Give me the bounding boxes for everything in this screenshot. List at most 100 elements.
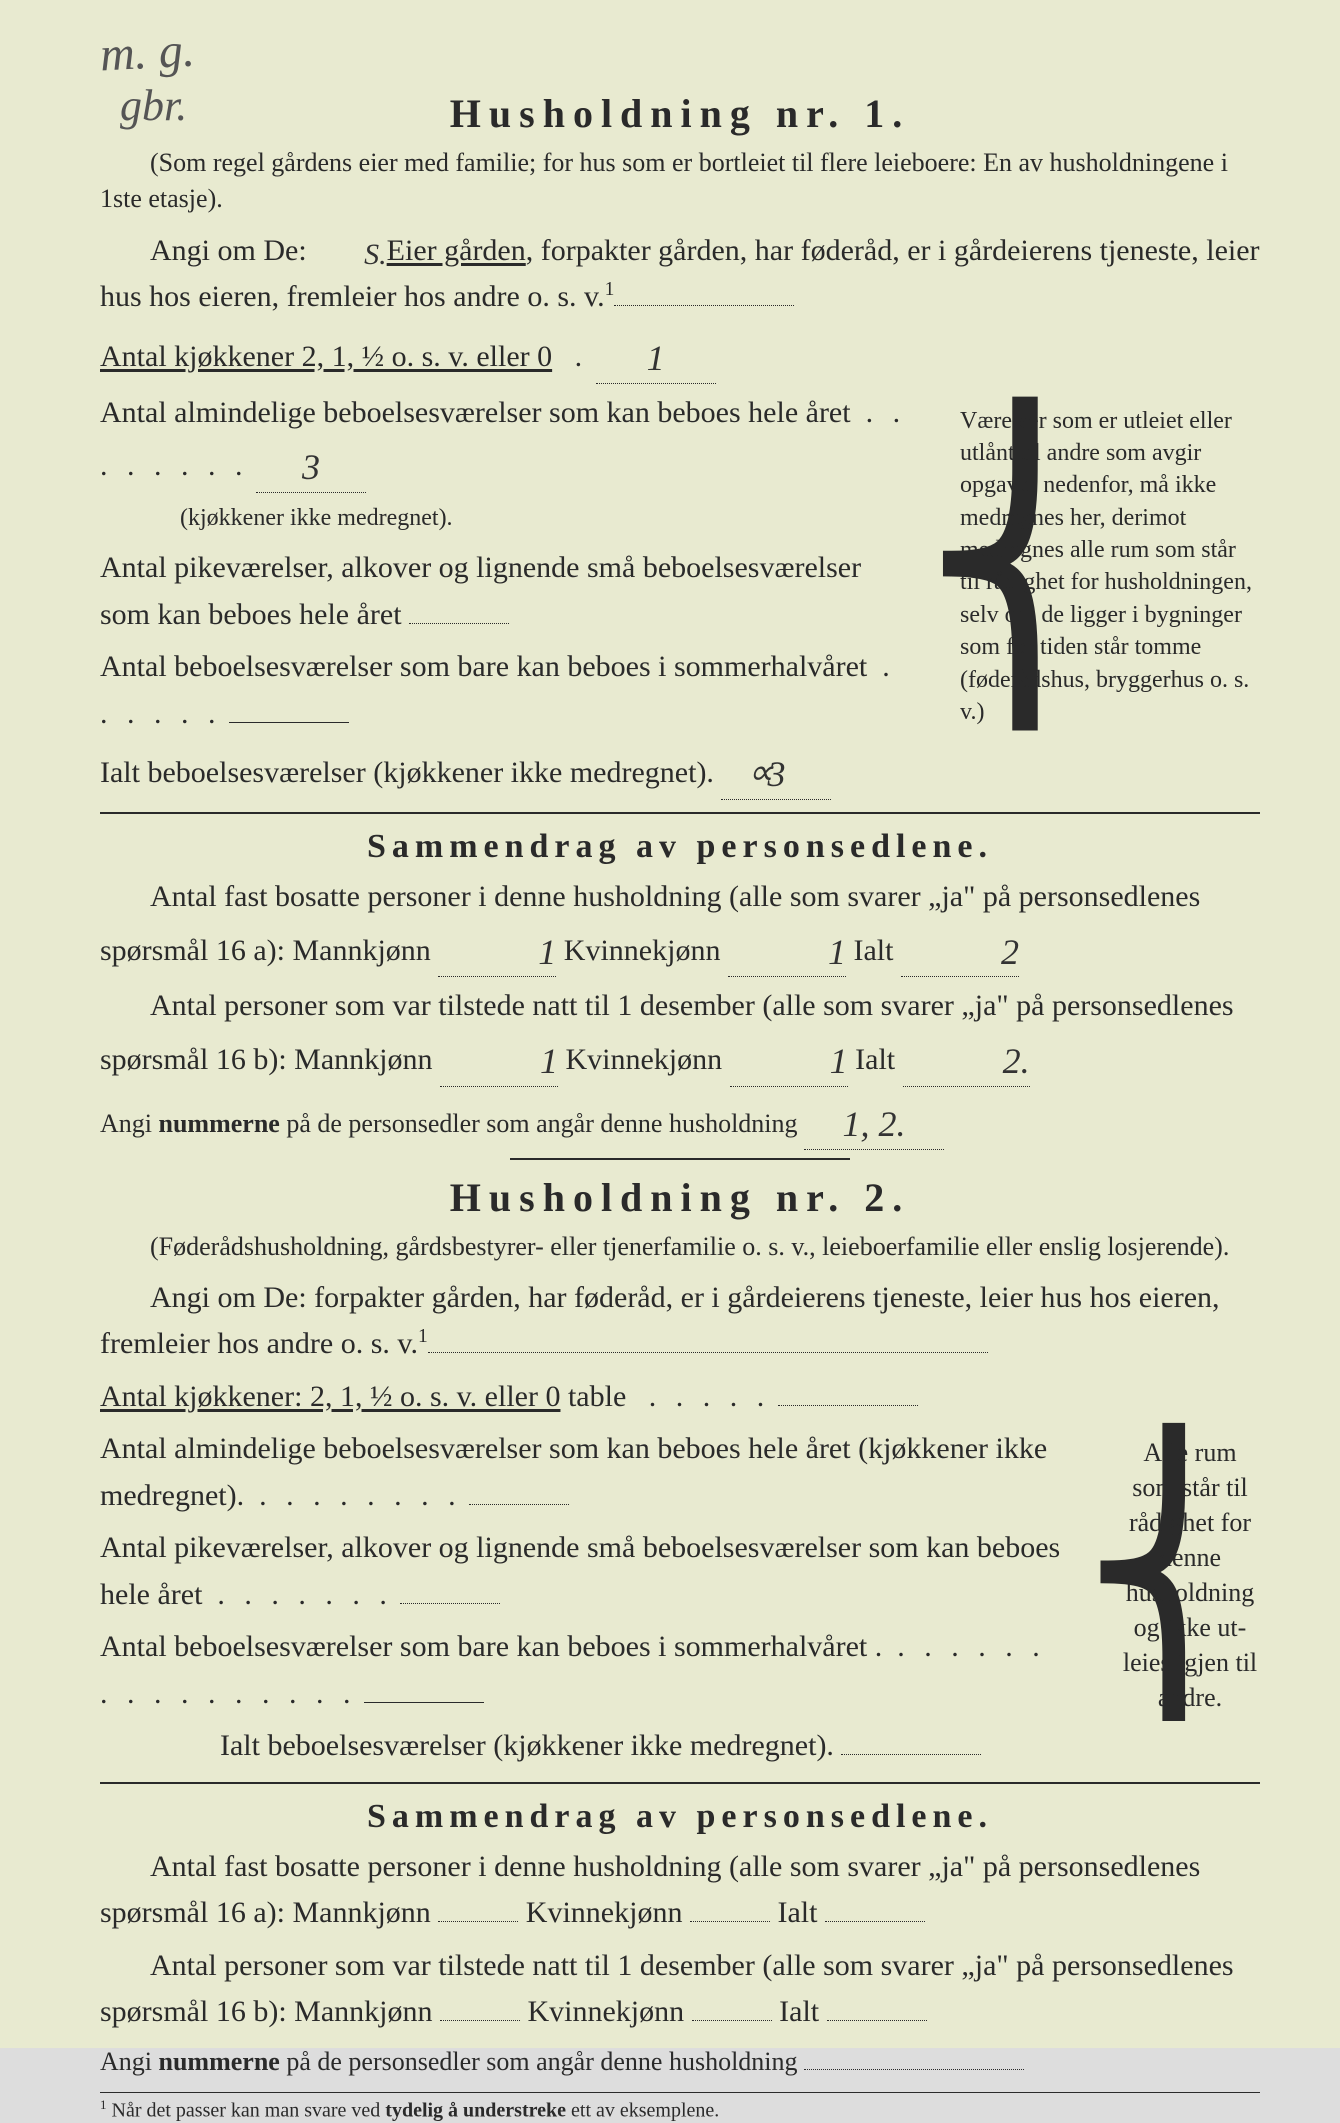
dots: . bbox=[575, 340, 589, 373]
ialt-value: 2 bbox=[901, 921, 1019, 978]
angi-prefix: Angi om De: bbox=[150, 234, 307, 267]
household-1-side-note: Værelser som er utleiet eller utlånt til… bbox=[960, 405, 1260, 729]
dots: . . . . . . . bbox=[217, 1578, 393, 1611]
m-value: 1 bbox=[440, 1030, 558, 1087]
rooms-row: Antal almindelige beboelsesværelser som … bbox=[100, 390, 910, 540]
angi-underlined: Eier gården bbox=[387, 234, 526, 267]
divider bbox=[100, 1782, 1260, 1784]
handwritten-annotation-2: gbr. bbox=[120, 80, 187, 131]
fill-line bbox=[690, 1921, 770, 1922]
household-2-subtitle: (Føderådshusholdning, gårdsbestyrer- ell… bbox=[100, 1229, 1260, 1265]
footnote-ref-2: 1 bbox=[418, 1326, 428, 1347]
fill-line bbox=[364, 1702, 484, 1703]
handwritten-annotation-1: m. g. bbox=[99, 23, 196, 83]
ialt-value: 2. bbox=[903, 1030, 1030, 1087]
rooms-value-line: 3 bbox=[256, 436, 366, 493]
kitchens-row: Antal kjøkkener 2, 1, ½ o. s. v. eller 0… bbox=[100, 327, 910, 384]
fill-line bbox=[440, 2020, 520, 2021]
total-row-2: Ialt beboelsesværelser (kjøkkener ikke m… bbox=[100, 1723, 1070, 1770]
census-form-page: m. g. gbr. Husholdning nr. 1. (Som regel… bbox=[0, 0, 1340, 2048]
fill-line bbox=[469, 1504, 569, 1505]
ja-quote: „ja" bbox=[928, 880, 975, 913]
divider bbox=[510, 1158, 850, 1160]
k-label: Kvinnekjønn bbox=[564, 934, 721, 967]
kitchens-row-2: Antal kjøkkener: 2, 1, ½ o. s. v. eller … bbox=[100, 1374, 1070, 1421]
summer-row-2: Antal beboelsesværelser som bare kan beb… bbox=[100, 1624, 1070, 1717]
text: Antal personer som var tilstede natt til… bbox=[150, 1949, 961, 1982]
text: Angi bbox=[100, 2047, 159, 2076]
k-label: Kvinnekjønn bbox=[527, 1995, 684, 2028]
summary-2-line-a: Antal fast bosatte personer i denne hush… bbox=[100, 1844, 1260, 1937]
text: Antal personer som var tilstede natt til… bbox=[150, 989, 961, 1022]
household-1-subtitle: (Som regel gårdens eier med familie; for… bbox=[100, 145, 1260, 218]
angi-handwritten: S. bbox=[314, 232, 387, 279]
fill-line bbox=[841, 1754, 981, 1755]
ialt-label: Ialt bbox=[853, 934, 893, 967]
footnote-ref-1: 1 bbox=[605, 279, 615, 300]
ja-quote: „ja" bbox=[928, 1850, 975, 1883]
k-value: 1 bbox=[730, 1030, 848, 1087]
text: Angi bbox=[100, 1109, 159, 1138]
total-row: Ialt beboelsesværelser (kjøkkener ikke m… bbox=[100, 743, 910, 800]
fill-line bbox=[692, 2020, 772, 2021]
brace-icon: ⎨ bbox=[1080, 1462, 1110, 1687]
household-2-angi: Angi om De: forpakter gården, har føderå… bbox=[100, 1275, 1260, 1368]
household-2-rooms-block: Antal kjøkkener: 2, 1, ½ o. s. v. eller … bbox=[100, 1374, 1260, 1776]
rooms-row-2: Antal almindelige beboelsesværelser som … bbox=[100, 1426, 1070, 1519]
pike-label: Antal pikeværelser, alkover og lignende … bbox=[100, 551, 861, 631]
summary-1-heading: Sammendrag av personsedlene. bbox=[100, 828, 1260, 866]
summary-2-heading: Sammendrag av personsedlene. bbox=[100, 1798, 1260, 1836]
k-value: 1 bbox=[728, 921, 846, 978]
total-label: Ialt beboelsesværelser (kjøkkener ikke m… bbox=[220, 1729, 834, 1762]
ja-quote: „ja" bbox=[961, 989, 1008, 1022]
fill-line bbox=[778, 1405, 918, 1406]
nummerne-bold: nummerne bbox=[159, 2047, 280, 2076]
m-value: 1 bbox=[438, 921, 556, 978]
rooms-note: (kjøkkener ikke medregnet). bbox=[180, 505, 453, 531]
kitchens-label: Antal kjøkkener: 2, 1, ½ o. s. v. eller … bbox=[100, 1380, 560, 1413]
text: ett av eksemplene. bbox=[566, 2100, 719, 2122]
footnote: 1 Når det passer kan man svare ved tydel… bbox=[100, 2092, 1260, 2123]
ja-quote: „ja" bbox=[961, 1949, 1008, 1982]
divider bbox=[100, 812, 1260, 814]
text: på de personsedler som angår denne husho… bbox=[280, 2047, 798, 2076]
text: Når det passer kan man svare ved bbox=[107, 2100, 386, 2122]
k-label: Kvinnekjønn bbox=[526, 1896, 683, 1929]
text: Angi om De: forpakter gården, har føderå… bbox=[100, 1281, 1220, 1361]
household-2-side-note: Alle rum som står til rådighet for denne… bbox=[1120, 1435, 1260, 1716]
fill-line bbox=[825, 1921, 925, 1922]
fill-line bbox=[409, 623, 509, 624]
rooms-label: Antal almindelige beboelsesværelser som … bbox=[100, 396, 851, 429]
fill-line bbox=[438, 1921, 518, 1922]
fill-line bbox=[229, 722, 349, 723]
summary-1-line-a: Antal fast bosatte personer i denne hush… bbox=[100, 874, 1260, 977]
household-1-title: Husholdning nr. 1. bbox=[100, 90, 1260, 137]
fill-line bbox=[827, 2020, 927, 2021]
summary-1-line-b: Antal personer som var tilstede natt til… bbox=[100, 983, 1260, 1086]
kitchens-label: Antal kjøkkener 2, 1, ½ o. s. v. eller 0 bbox=[100, 340, 552, 373]
summer-label: Antal beboelsesværelser som bare kan be­… bbox=[100, 650, 867, 683]
total-value-line: ∝3 bbox=[721, 743, 831, 800]
rooms-label: Antal almindelige beboelsesværelser som … bbox=[100, 1432, 1047, 1512]
fill-line bbox=[614, 305, 794, 306]
text: på de personsedler som angår denne husho… bbox=[280, 1109, 798, 1138]
kitchens-value: 1 bbox=[647, 331, 665, 387]
text: Antal fast bosatte personer i denne hush… bbox=[150, 880, 928, 913]
nummerne-bold: nummerne bbox=[159, 1109, 280, 1138]
household-1-rooms-block: Antal kjøkkener 2, 1, ½ o. s. v. eller 0… bbox=[100, 327, 1260, 806]
fill-line bbox=[804, 2069, 1024, 2070]
total-value: ∝3 bbox=[767, 747, 785, 803]
brace-icon: ⎨ bbox=[920, 440, 950, 692]
footnote-bold: tydelig å understreke bbox=[385, 2100, 566, 2122]
fill-line bbox=[428, 1352, 988, 1353]
summer-label: Antal beboelsesværelser som bare kan beb… bbox=[100, 1630, 882, 1663]
household-1-angi: Angi om De: S.Eier gården, forpakter går… bbox=[100, 228, 1260, 321]
pike-row-2: Antal pikeværelser, alkover og lignende … bbox=[100, 1525, 1070, 1618]
dots: . . . . . . . . bbox=[259, 1479, 462, 1512]
summer-row: Antal beboelsesværelser som bare kan be­… bbox=[100, 644, 910, 737]
summary-2-line-b: Antal personer som var tilstede natt til… bbox=[100, 1943, 1260, 2036]
ialt-label: Ialt bbox=[777, 1896, 817, 1929]
text: Antal fast bosatte personer i denne hush… bbox=[150, 1850, 928, 1883]
ialt-label: Ialt bbox=[779, 1995, 819, 2028]
ialt-label: Ialt bbox=[855, 1043, 895, 1076]
